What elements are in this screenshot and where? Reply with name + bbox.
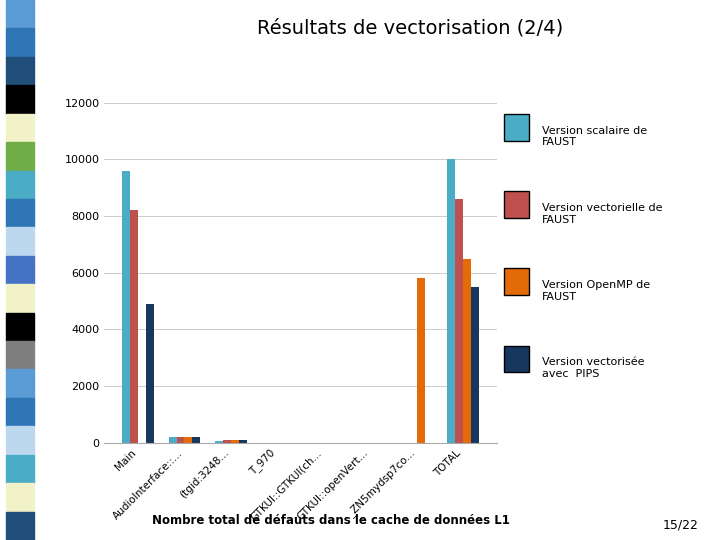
FancyBboxPatch shape bbox=[504, 268, 529, 295]
Bar bbox=[6, 313, 34, 341]
Bar bbox=[463, 259, 471, 443]
Text: Résultats de vectorisation (2/4): Résultats de vectorisation (2/4) bbox=[257, 19, 564, 38]
Bar bbox=[184, 437, 192, 443]
Bar bbox=[6, 0, 34, 29]
Bar bbox=[6, 369, 34, 398]
Bar bbox=[6, 142, 34, 171]
FancyBboxPatch shape bbox=[504, 114, 529, 140]
Text: 15/22: 15/22 bbox=[662, 519, 698, 532]
Bar bbox=[6, 29, 34, 57]
Bar bbox=[146, 304, 154, 443]
FancyBboxPatch shape bbox=[504, 346, 529, 373]
Bar bbox=[6, 398, 34, 426]
Bar bbox=[122, 171, 130, 443]
Bar bbox=[6, 284, 34, 313]
Bar bbox=[168, 437, 176, 443]
Bar bbox=[6, 341, 34, 369]
Bar bbox=[6, 171, 34, 199]
Text: Version vectorisée
avec  PIPS: Version vectorisée avec PIPS bbox=[541, 357, 644, 379]
Bar bbox=[417, 278, 425, 443]
Bar bbox=[455, 199, 463, 443]
Bar bbox=[6, 114, 34, 142]
Text: Version vectorielle de
FAUST: Version vectorielle de FAUST bbox=[541, 203, 662, 225]
Bar bbox=[6, 256, 34, 284]
Bar bbox=[6, 85, 34, 114]
Bar bbox=[6, 227, 34, 256]
Text: Version OpenMP de
FAUST: Version OpenMP de FAUST bbox=[541, 280, 649, 302]
Bar bbox=[6, 455, 34, 483]
Bar bbox=[231, 440, 239, 443]
Text: Nombre total de défauts dans le cache de données L1: Nombre total de défauts dans le cache de… bbox=[152, 514, 510, 526]
Bar bbox=[6, 57, 34, 85]
Bar bbox=[6, 199, 34, 227]
FancyBboxPatch shape bbox=[504, 191, 529, 218]
Bar bbox=[6, 483, 34, 511]
Bar bbox=[6, 426, 34, 455]
Bar bbox=[447, 159, 455, 443]
Bar bbox=[471, 287, 479, 443]
Bar bbox=[223, 440, 231, 443]
Bar bbox=[176, 437, 184, 443]
Bar bbox=[239, 440, 247, 443]
Bar bbox=[192, 437, 200, 443]
Bar bbox=[6, 511, 34, 540]
Text: Version scalaire de
FAUST: Version scalaire de FAUST bbox=[541, 126, 647, 147]
Bar bbox=[130, 210, 138, 443]
Bar bbox=[215, 441, 223, 443]
